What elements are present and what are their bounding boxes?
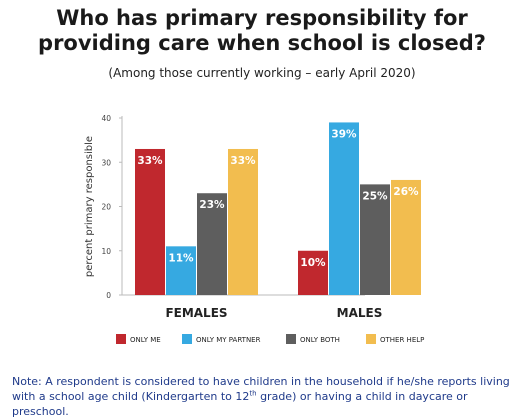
bar-value-label: 33% — [230, 155, 256, 167]
footnote-superscript: th — [249, 389, 257, 398]
bar-value-label: 11% — [168, 252, 194, 264]
legend-swatch — [116, 334, 126, 344]
x-category-label: MALES — [337, 306, 383, 320]
bar-value-label: 25% — [362, 190, 388, 202]
legend-swatch — [366, 334, 376, 344]
bar — [166, 246, 196, 295]
bar-chart: 0 10 20 30 40 percent primary responsible 33% 1… — [84, 114, 424, 344]
legend-label: ONLY MY PARTNER — [196, 336, 261, 344]
y-tick-label: 0 — [106, 291, 111, 300]
bar — [197, 193, 227, 295]
x-category-label: FEMALES — [165, 306, 227, 320]
bar-value-label: 26% — [393, 186, 419, 198]
chart-subtitle: (Among those currently working – early A… — [108, 66, 416, 80]
footnote: Note: A respondent is considered to have… — [12, 374, 517, 419]
chart-title: Who has primary responsibility for provi… — [0, 6, 524, 56]
y-axis-title: percent primary responsible — [84, 136, 95, 277]
y-tick-label: 10 — [101, 247, 111, 256]
bar — [329, 122, 359, 295]
bar — [391, 179, 421, 295]
legend-swatch — [182, 334, 192, 344]
y-tick-label: 40 — [101, 114, 111, 123]
title-line-1: Who has primary responsibility for — [56, 6, 468, 30]
legend-label: ONLY BOTH — [300, 336, 340, 344]
bar-value-label: 23% — [199, 199, 225, 211]
bar — [228, 148, 258, 295]
legend-swatch — [286, 334, 296, 344]
bar-value-label: 39% — [331, 128, 357, 140]
y-tick-label: 30 — [101, 158, 111, 167]
footnote-text-1: Note: A respondent is considered to have… — [12, 375, 510, 403]
bar — [298, 250, 328, 295]
bar — [135, 148, 165, 295]
bar-value-label: 33% — [137, 155, 163, 167]
bar-value-label: 10% — [300, 257, 326, 269]
title-line-2: providing care when school is closed? — [38, 31, 486, 55]
y-tick-label: 20 — [101, 203, 111, 212]
legend-label: OTHER HELP — [380, 336, 424, 344]
bar — [360, 184, 390, 295]
legend-label: ONLY ME — [130, 336, 161, 344]
